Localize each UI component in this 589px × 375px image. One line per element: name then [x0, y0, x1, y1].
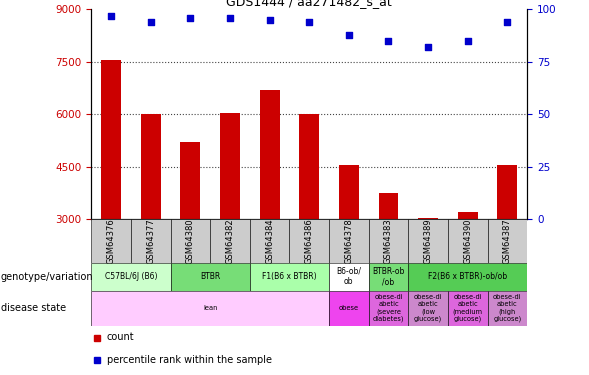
Text: count: count	[107, 333, 135, 342]
Text: F2(B6 x BTBR)-ob/ob: F2(B6 x BTBR)-ob/ob	[428, 272, 507, 281]
Bar	[418, 217, 438, 219]
Text: GSM64384: GSM64384	[265, 218, 274, 264]
Bar	[289, 219, 329, 262]
Point	[344, 32, 353, 38]
Bar	[369, 291, 408, 326]
Text: GSM64387: GSM64387	[503, 218, 512, 264]
Text: percentile rank within the sample: percentile rank within the sample	[107, 355, 272, 365]
Text: genotype/variation: genotype/variation	[1, 272, 93, 282]
Bar	[369, 262, 408, 291]
Bar	[329, 219, 369, 262]
Bar	[141, 114, 161, 219]
Text: GSM64380: GSM64380	[186, 218, 195, 264]
Point	[463, 38, 472, 44]
Text: GSM64389: GSM64389	[423, 218, 432, 264]
Text: F1(B6 x BTBR): F1(B6 x BTBR)	[262, 272, 317, 281]
Text: GSM64386: GSM64386	[305, 218, 314, 264]
Text: obese-di
abetic
(high
glucose): obese-di abetic (high glucose)	[493, 294, 522, 322]
Text: BTBR-ob
/ob: BTBR-ob /ob	[372, 267, 405, 286]
Point	[305, 19, 314, 25]
Text: GSM64378: GSM64378	[345, 218, 353, 264]
Bar	[250, 219, 289, 262]
Bar	[299, 114, 319, 219]
Bar	[498, 165, 517, 219]
Bar	[91, 219, 131, 262]
Text: obese-di
abetic
(severe
diabetes): obese-di abetic (severe diabetes)	[373, 294, 404, 322]
Point	[186, 15, 195, 21]
Bar	[329, 291, 369, 326]
Text: C57BL/6J (B6): C57BL/6J (B6)	[105, 272, 157, 281]
Point	[423, 44, 433, 50]
Bar	[448, 219, 488, 262]
Bar	[210, 219, 250, 262]
Bar	[171, 262, 250, 291]
Bar	[250, 262, 329, 291]
Bar	[131, 219, 171, 262]
Text: GSM64383: GSM64383	[384, 218, 393, 264]
Text: disease state: disease state	[1, 303, 66, 313]
Bar	[448, 291, 488, 326]
Text: GSM64377: GSM64377	[146, 218, 155, 264]
Text: B6-ob/
ob: B6-ob/ ob	[336, 267, 361, 286]
Bar	[369, 219, 408, 262]
Bar	[339, 165, 359, 219]
Text: obese-di
abetic
(medium
glucose): obese-di abetic (medium glucose)	[453, 294, 483, 322]
Bar	[379, 193, 398, 219]
Bar	[171, 219, 210, 262]
Bar	[408, 262, 527, 291]
Text: obese-di
abetic
(low
glucose): obese-di abetic (low glucose)	[414, 294, 442, 322]
Point	[265, 17, 274, 23]
Bar	[91, 291, 329, 326]
Bar	[220, 112, 240, 219]
Title: GDS1444 / aa271482_s_at: GDS1444 / aa271482_s_at	[226, 0, 392, 8]
Point	[502, 19, 512, 25]
Point	[225, 15, 234, 21]
Bar	[91, 262, 171, 291]
Text: BTBR: BTBR	[200, 272, 220, 281]
Bar	[488, 291, 527, 326]
Bar	[180, 142, 200, 219]
Bar	[488, 219, 527, 262]
Text: GSM64382: GSM64382	[226, 218, 234, 264]
Point	[384, 38, 393, 44]
Bar	[408, 291, 448, 326]
Bar	[458, 212, 478, 219]
Text: lean: lean	[203, 305, 217, 311]
Bar	[260, 90, 280, 219]
Bar	[408, 219, 448, 262]
Bar	[101, 60, 121, 219]
Bar	[329, 262, 369, 291]
Text: obese: obese	[339, 305, 359, 311]
Text: GSM64376: GSM64376	[107, 218, 115, 264]
Point	[107, 13, 116, 19]
Text: GSM64390: GSM64390	[463, 218, 472, 264]
Point	[146, 19, 155, 25]
